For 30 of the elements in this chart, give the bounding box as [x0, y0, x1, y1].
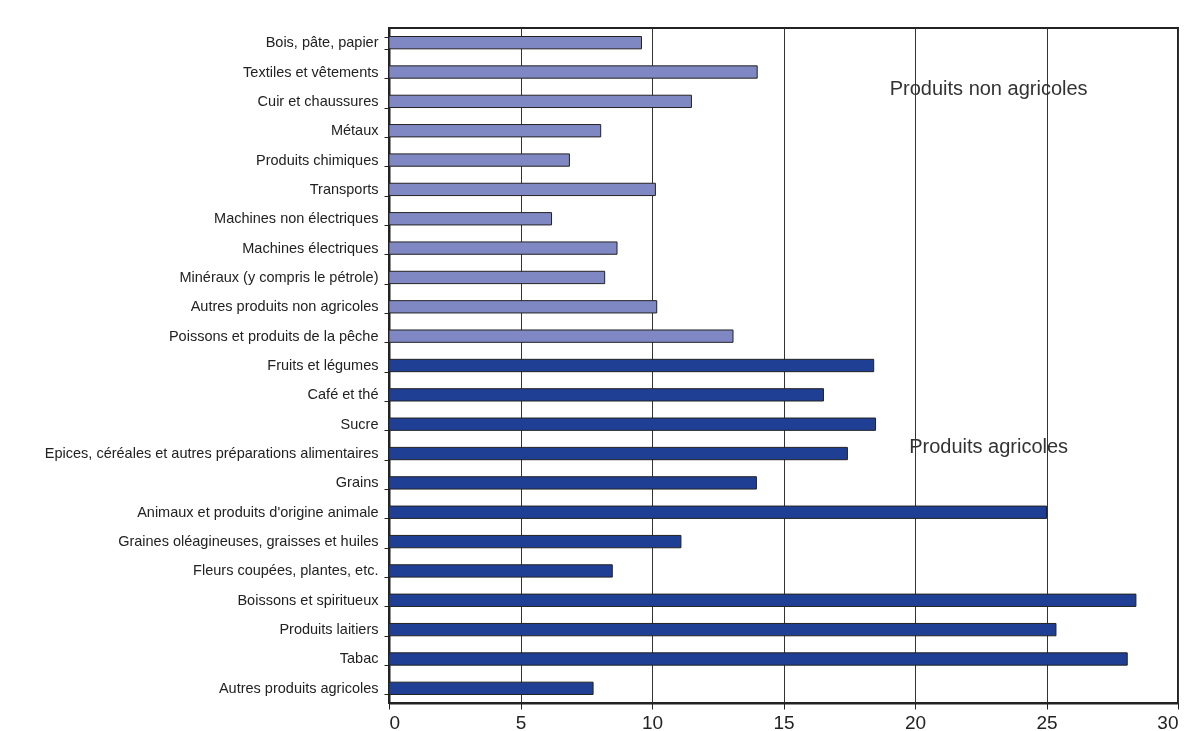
x-tick-label: 5 [515, 711, 527, 731]
y-tick-label: Boissons et spiritueux [237, 591, 380, 608]
x-tick-label: 0 [389, 711, 401, 731]
y-tick-label: Fleurs coupées, plantes, etc. [193, 562, 379, 579]
y-tick-label: Sucre [340, 415, 379, 432]
y-tick-label: Poissons et produits de la pêche [168, 327, 379, 344]
y-tick-label: Tabac [339, 650, 379, 667]
y-tick-label: Transports [309, 180, 379, 197]
y-tick-label: Autres produits non agricoles [190, 298, 379, 315]
y-tick-label: Bois, pâte, papier [265, 34, 379, 51]
y-tick-label: Textiles et vêtements [243, 63, 379, 80]
x-tick-label: 15 [773, 711, 795, 731]
x-tick-label: 30 [1157, 711, 1179, 731]
y-tick-label: Cuir et chaussures [257, 92, 379, 109]
y-tick-label: Machines non électriques [214, 210, 379, 227]
y-tick-label: Fruits et légumes [267, 357, 379, 373]
y-tick-label: Minéraux (y compris le pétrole) [179, 268, 379, 285]
y-tick-label: Métaux [330, 122, 380, 139]
y-tick-label: Machines électriques [242, 239, 379, 256]
y-tick-label: Grains [335, 474, 379, 491]
y-tick-label: Epices, céréales et autres préparations alimentaires [44, 445, 379, 462]
y-tick-label: Café et thé [307, 386, 379, 403]
y-tick-label: Produits laitiers [279, 621, 379, 638]
x-tick-label: 20 [904, 711, 927, 731]
x-tick-label: 25 [1036, 711, 1058, 731]
y-tick-label: Produits chimiques [256, 151, 379, 168]
y-tick-label: Animaux et produits d'origine animale [137, 503, 379, 520]
y-tick-label: Graines oléagineuses, graisses et huiles [118, 533, 379, 550]
x-tick-label: 10 [641, 711, 664, 731]
y-tick-label: Autres produits agricoles [218, 679, 379, 696]
